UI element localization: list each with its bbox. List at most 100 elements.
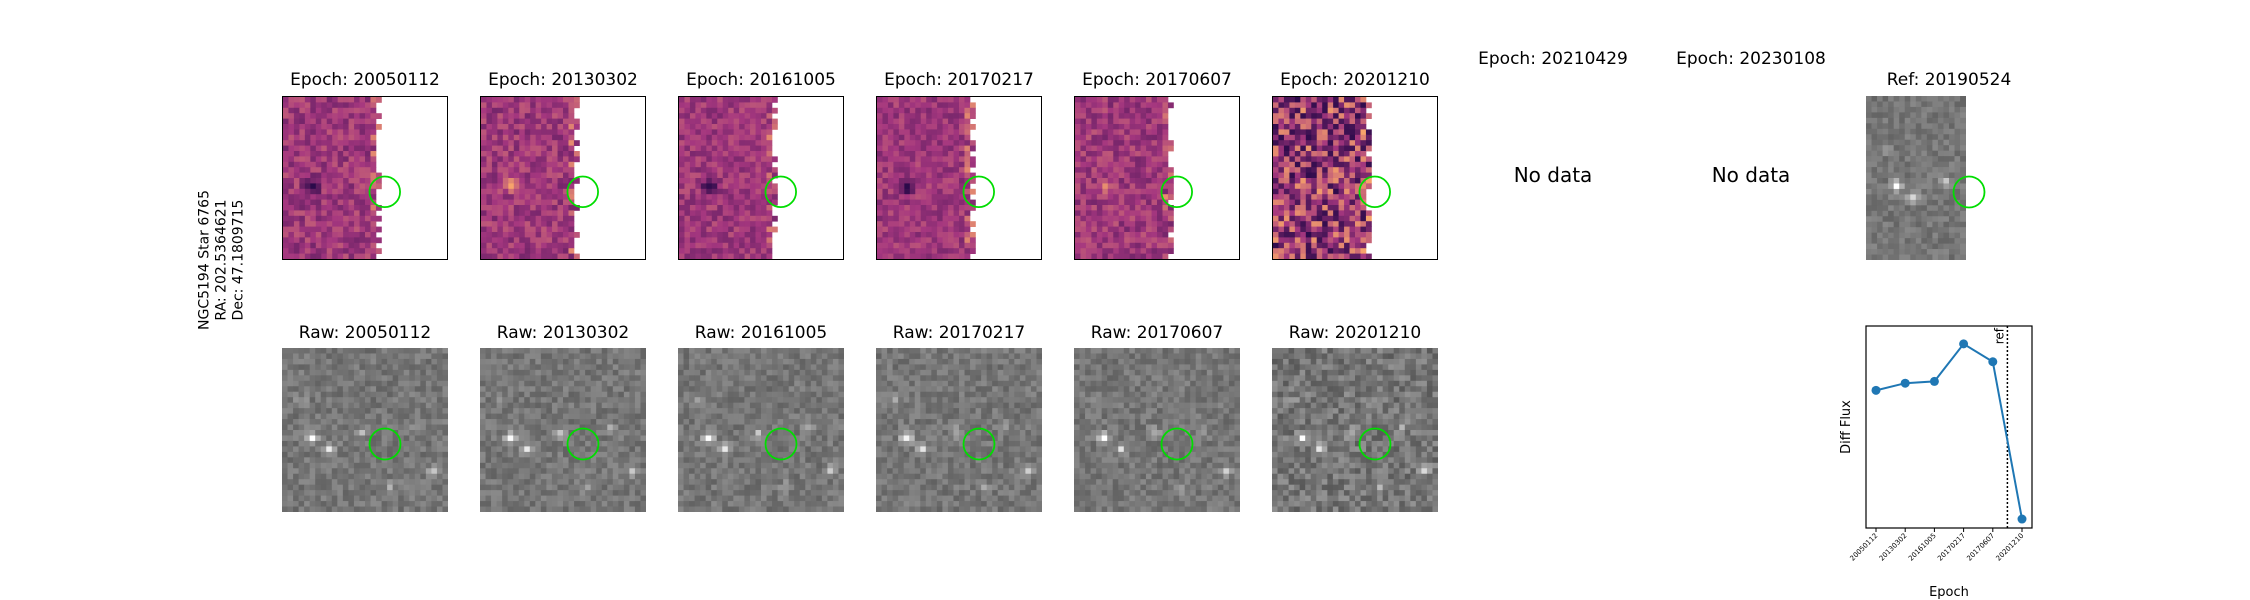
- pixel: [568, 156, 575, 163]
- pixel: [299, 188, 306, 195]
- pixel: [359, 501, 366, 507]
- pixel: [513, 253, 520, 259]
- pixel: [1113, 123, 1120, 130]
- pixel: [409, 402, 416, 409]
- pixel: [948, 107, 954, 114]
- pixel: [1871, 183, 1878, 190]
- pixel: [508, 248, 515, 255]
- pixel: [392, 413, 399, 420]
- pixel: [320, 457, 327, 464]
- pixel: [414, 386, 421, 393]
- pixel: [733, 156, 740, 163]
- pixel: [541, 172, 547, 179]
- raw-title-2: Raw: 20130302: [496, 323, 630, 343]
- pixel: [887, 194, 894, 200]
- pixel: [320, 402, 327, 409]
- pixel: [1135, 161, 1141, 168]
- pixel: [370, 386, 377, 393]
- pixel: [1273, 172, 1279, 179]
- pixel: [370, 123, 377, 130]
- pixel: [425, 440, 432, 447]
- pixel: [761, 194, 767, 200]
- pixel: [370, 479, 377, 486]
- pixel: [381, 353, 388, 360]
- pixel: [293, 140, 300, 146]
- pixel: [365, 221, 371, 227]
- pixel: [904, 102, 911, 109]
- pixel: [552, 151, 558, 157]
- pixel: [1355, 237, 1361, 244]
- pixel: [695, 221, 702, 227]
- pixel: [948, 204, 954, 211]
- pixel: [1167, 242, 1174, 249]
- pixel: [689, 188, 696, 195]
- pixel: [546, 123, 553, 130]
- pixel: [508, 134, 515, 141]
- pixel: [403, 457, 410, 464]
- pixel: [420, 419, 427, 425]
- pixel: [706, 183, 713, 190]
- pixel: [1278, 183, 1285, 190]
- pixel: [1080, 248, 1087, 255]
- pixel: [398, 397, 405, 404]
- pixel: [442, 457, 448, 464]
- pixel: [420, 501, 427, 507]
- pixel: [596, 408, 603, 414]
- pixel: [546, 353, 553, 360]
- pixel: [332, 118, 339, 125]
- pixel: [695, 215, 702, 222]
- pixel: [321, 248, 328, 255]
- pixel: [1102, 188, 1109, 195]
- pixel: [695, 156, 702, 163]
- pixel: [882, 118, 889, 125]
- pixel: [948, 253, 954, 259]
- pixel: [326, 495, 333, 502]
- pixel: [1316, 107, 1323, 114]
- pixel: [1157, 199, 1163, 206]
- pixel: [733, 134, 740, 141]
- pixel: [1926, 101, 1933, 108]
- pixel: [1960, 188, 1966, 195]
- pixel: [518, 402, 525, 409]
- pixel: [1932, 167, 1939, 173]
- pixel: [904, 242, 911, 249]
- pixel: [1135, 145, 1141, 152]
- pixel: [920, 194, 927, 200]
- pixel: [1118, 145, 1125, 152]
- pixel: [744, 129, 751, 136]
- pixel: [761, 134, 767, 141]
- pixel: [1338, 161, 1345, 168]
- pixel: [1140, 151, 1147, 157]
- pixel: [766, 172, 773, 179]
- pixel: [695, 123, 702, 130]
- pixel: [299, 134, 306, 141]
- pixel: [1915, 123, 1922, 130]
- pixel: [877, 97, 883, 103]
- pixel: [1294, 118, 1301, 125]
- pixel: [425, 468, 432, 475]
- pixel: [425, 473, 432, 480]
- pixel: [700, 215, 707, 222]
- pixel: [1075, 199, 1081, 206]
- pixel: [948, 97, 954, 103]
- pixel: [320, 386, 327, 393]
- pixel: [1162, 194, 1169, 200]
- pixel: [370, 118, 377, 125]
- pixel: [1118, 204, 1125, 211]
- pixel: [1360, 97, 1367, 103]
- pixel: [387, 440, 394, 447]
- pixel: [496, 391, 503, 398]
- pixel: [557, 151, 564, 157]
- pixel: [1091, 151, 1098, 157]
- pixel: [1882, 194, 1889, 201]
- pixel: [518, 353, 525, 360]
- pixel: [1151, 167, 1158, 174]
- pixel: [733, 145, 740, 152]
- pixel: [365, 484, 371, 491]
- pixel: [1943, 161, 1950, 168]
- pixel: [882, 215, 889, 222]
- pixel: [530, 113, 537, 119]
- pixel: [1910, 112, 1917, 119]
- pixel: [1871, 238, 1878, 244]
- pixel: [481, 204, 487, 211]
